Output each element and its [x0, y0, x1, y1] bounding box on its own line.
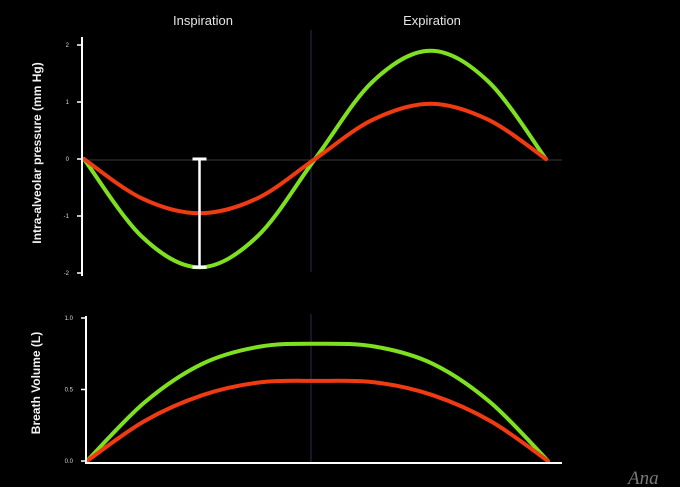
pressure-tick-label: 0: [66, 157, 70, 163]
pressure-tick-label: -2: [64, 271, 70, 277]
volume-tick-label: 0.5: [65, 388, 74, 394]
pressure-tick-label: -1: [64, 214, 70, 220]
volume-tick-label: 0.0: [65, 459, 74, 465]
watermark-text: Ana: [626, 468, 659, 487]
volume-axis-label: Breath Volume (L): [29, 332, 43, 434]
volume-tick-label: 1.0: [65, 316, 74, 322]
pressure-tick-label: 2: [66, 43, 70, 49]
phase-label-inspiration: Inspiration: [173, 13, 233, 28]
pressure-axis-label: Intra-alveolar pressure (mm Hg): [30, 62, 44, 243]
phase-label-expiration: Expiration: [403, 13, 461, 28]
pressure-chart: 2 1 0 -1 -2: [64, 30, 562, 277]
volume-chart: 1.0 0.5 0.0: [65, 314, 562, 465]
pressure-tick-label: 1: [66, 100, 70, 106]
